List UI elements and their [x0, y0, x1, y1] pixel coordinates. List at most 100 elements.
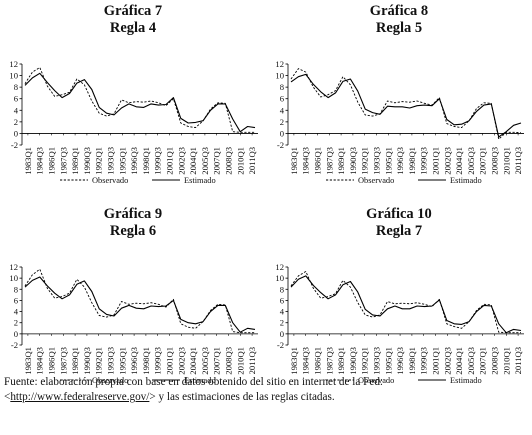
source-text: Fuente: elaboración propia con base en d…	[4, 376, 384, 403]
y-tick-label: 10	[275, 273, 284, 283]
legend-label-observado: Observado	[358, 176, 394, 185]
x-tick-label: 1983Q1	[289, 147, 299, 175]
x-tick-label: 1990Q3	[82, 347, 92, 375]
chart-panel-8: Gráfica 8 Regla 5 -2 0 2 4 6 8 10 12 1983Q1 1984Q…	[266, 0, 532, 186]
x-tick-label: 2008Q3	[224, 347, 234, 375]
x-tick-label: 1986Q1	[313, 147, 323, 175]
x-tick-label: 1993Q3	[106, 147, 116, 175]
x-tick-label: 1993Q3	[372, 347, 382, 375]
legend-label-estimado: Estimado	[450, 176, 482, 185]
x-tick-label: 1992Q1	[94, 347, 104, 375]
series-line-observado	[290, 68, 522, 140]
y-tick-label: 12	[9, 262, 18, 272]
chart-title-line1: Gráfica 10	[366, 206, 432, 222]
x-tick-label: 1993Q3	[106, 347, 116, 375]
x-tick-label: 2001Q1	[165, 347, 175, 375]
x-tick-label: 1995Q1	[383, 147, 393, 175]
x-tick-label: 2008Q3	[490, 347, 500, 375]
x-tick-label: 1998Q1	[407, 347, 417, 375]
x-tick-label: 2004Q1	[188, 347, 198, 375]
x-tick-label: 1998Q1	[407, 147, 417, 175]
y-tick-label: 2	[280, 117, 284, 127]
x-tick-label: 2002Q3	[176, 147, 186, 175]
chart-title: Gráfica 9 Regla 6	[0, 206, 266, 240]
x-tick-label: 2007Q1	[478, 147, 488, 175]
y-tick-label: 2	[14, 117, 18, 127]
series-line-estimado	[290, 73, 522, 138]
source-note: Fuente: elaboración propia con base en d…	[4, 375, 530, 405]
x-tick-label: 2007Q1	[478, 347, 488, 375]
x-tick-label: 1995Q1	[383, 347, 393, 375]
y-tick-label: 10	[275, 71, 284, 81]
x-tick-label: 2010Q1	[235, 347, 245, 375]
y-tick-label: 8	[280, 284, 284, 294]
x-tick-label: 1987Q3	[324, 147, 334, 175]
x-tick-label: 1986Q1	[47, 147, 57, 175]
x-tick-label: 1989Q1	[336, 147, 346, 175]
chart-title: Gráfica 10 Regla 7	[266, 206, 532, 240]
x-tick-label: 1996Q3	[395, 147, 405, 175]
x-tick-label: 2001Q1	[165, 147, 175, 175]
x-tick-label: 1995Q1	[117, 147, 127, 175]
y-tick-label: 12	[9, 59, 18, 69]
x-tick-label: 2005Q3	[466, 347, 476, 375]
chart-panel-7: Gráfica 7 Regla 4 -2 0 2 4 6 8 10 12 1983Q1 1984Q…	[0, 0, 266, 186]
x-tick-label: 2005Q3	[200, 147, 210, 175]
x-tick-label: 1992Q1	[360, 347, 370, 375]
x-tick-label: 1999Q3	[419, 147, 429, 175]
y-tick-label: 2	[14, 318, 18, 328]
legend-label-observado: Observado	[92, 376, 128, 385]
x-tick-label: 2002Q3	[442, 147, 452, 175]
chart-title: Gráfica 7 Regla 4	[0, 3, 266, 37]
x-tick-label: 1986Q1	[47, 347, 57, 375]
series-line-observado	[24, 67, 255, 133]
x-tick-label: 2001Q1	[431, 147, 441, 175]
chart-title: Gráfica 8 Regla 5	[266, 3, 532, 37]
legend-label-estimado: Estimado	[450, 376, 482, 385]
y-tick-label: 12	[275, 262, 284, 272]
y-tick-label: 4	[14, 307, 19, 317]
x-tick-label: 1987Q3	[324, 347, 334, 375]
x-tick-label: 1996Q3	[129, 147, 139, 175]
y-tick-label: 4	[280, 307, 285, 317]
y-tick-label: 2	[280, 318, 284, 328]
y-tick-label: 6	[280, 295, 285, 305]
y-tick-label: 0	[14, 128, 18, 138]
legend-label-estimado: Estimado	[184, 376, 216, 385]
x-tick-label: 2005Q3	[466, 147, 476, 175]
x-tick-label: 1987Q3	[58, 147, 68, 175]
legend-label-estimado: Estimado	[184, 176, 216, 185]
y-tick-label: -2	[11, 140, 18, 150]
x-tick-label: 1998Q1	[141, 347, 151, 375]
x-tick-label: 1996Q3	[129, 347, 139, 375]
x-tick-label: 1995Q1	[117, 347, 127, 375]
chart-title-line2: Regla 4	[109, 20, 157, 36]
x-tick-label: 1984Q3	[301, 347, 311, 375]
x-tick-label: 1996Q3	[395, 347, 405, 375]
y-tick-label: 0	[280, 128, 284, 138]
x-tick-label: 1989Q1	[70, 347, 80, 375]
series-line-estimado	[24, 276, 256, 333]
series-line-observado	[290, 271, 521, 334]
x-tick-label: 1992Q1	[94, 147, 104, 175]
y-tick-label: 8	[14, 284, 18, 294]
y-tick-label: 6	[280, 94, 285, 104]
chart-title-line1: Gráfica 8	[369, 3, 429, 19]
x-tick-label: 1990Q3	[348, 347, 358, 375]
x-tick-label: 1999Q3	[153, 147, 163, 175]
y-tick-label: 8	[14, 82, 18, 92]
x-tick-label: 2011Q3	[247, 147, 257, 174]
source-link[interactable]: http://www.federalreserve.gov/	[10, 391, 150, 403]
x-tick-label: 2005Q3	[200, 347, 210, 375]
y-tick-label: 12	[275, 59, 284, 69]
y-tick-label: 0	[280, 329, 284, 339]
x-tick-label: 2011Q3	[513, 147, 523, 174]
x-tick-label: 2007Q1	[212, 347, 222, 375]
x-tick-label: 2010Q1	[235, 147, 245, 175]
y-tick-label: 6	[14, 94, 19, 104]
legend-label-observado: Observado	[92, 176, 128, 185]
